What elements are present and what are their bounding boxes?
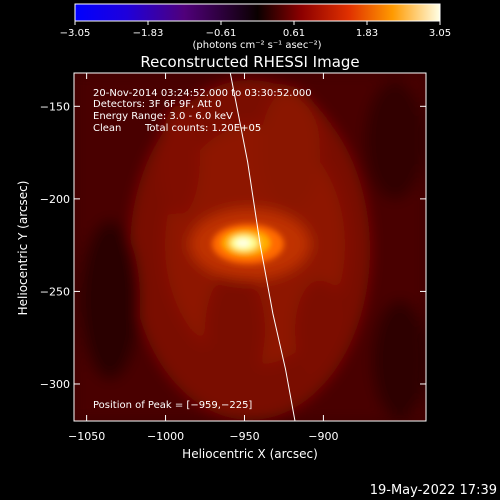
- colorbar-tick-label: −3.05: [60, 28, 91, 39]
- heatmap-image: [74, 73, 426, 421]
- colorbar-frame: [74, 3, 441, 22]
- annotation-total-counts: Total counts: 1.20E+05: [144, 123, 261, 134]
- annotation-time-range: 20-Nov-2014 03:24:52.000 to 03:30:52.000: [93, 88, 312, 99]
- render-timestamp: 19-May-2022 17:39: [370, 483, 497, 498]
- y-tick-label: −250: [40, 285, 70, 298]
- colorbar-tick-label: −0.61: [206, 28, 237, 39]
- annotation-detectors: Detectors: 3F 6F 9F, Att 0: [93, 99, 221, 110]
- y-tick-label: −200: [40, 193, 70, 206]
- plot-frame: [73, 72, 427, 422]
- colorbar-ticks: −3.05 −1.83 −0.61 0.61 1.83 3.05: [60, 21, 451, 39]
- x-tick-label: −1000: [147, 430, 184, 443]
- chart-title: Reconstructed RHESSI Image: [140, 53, 359, 71]
- colorbar-tick-label: 1.83: [356, 28, 378, 39]
- annotation-energy-range: Energy Range: 3.0 - 6.0 keV: [93, 111, 233, 122]
- solar-limb-curve: [229, 73, 296, 421]
- y-axis-label: Heliocentric Y (arcsec): [16, 181, 30, 316]
- colorbar-unit-label: (photons cm⁻² s⁻¹ asec⁻²): [192, 40, 321, 51]
- x-tick-label: −1050: [68, 430, 105, 443]
- colorbar: [75, 4, 440, 21]
- y-tick-label: −150: [40, 100, 70, 113]
- colorbar-tick-label: −1.83: [133, 28, 164, 39]
- annotation-peak-position: Position of Peak = [−959,−225]: [93, 400, 252, 411]
- colorbar-tick-label: 3.05: [429, 28, 451, 39]
- x-axis-label: Heliocentric X (arcsec): [182, 447, 318, 461]
- axis-ticks: −1050 −1000 −950 −900 −150 −200 −250 −300: [40, 73, 426, 443]
- y-tick-label: −300: [40, 378, 70, 391]
- heatmap-source-core: [212, 224, 284, 264]
- annotation-algorithm: Clean: [93, 123, 121, 134]
- x-tick-label: −900: [308, 430, 338, 443]
- colorbar-tick-label: 0.61: [283, 28, 305, 39]
- x-tick-label: −950: [229, 430, 259, 443]
